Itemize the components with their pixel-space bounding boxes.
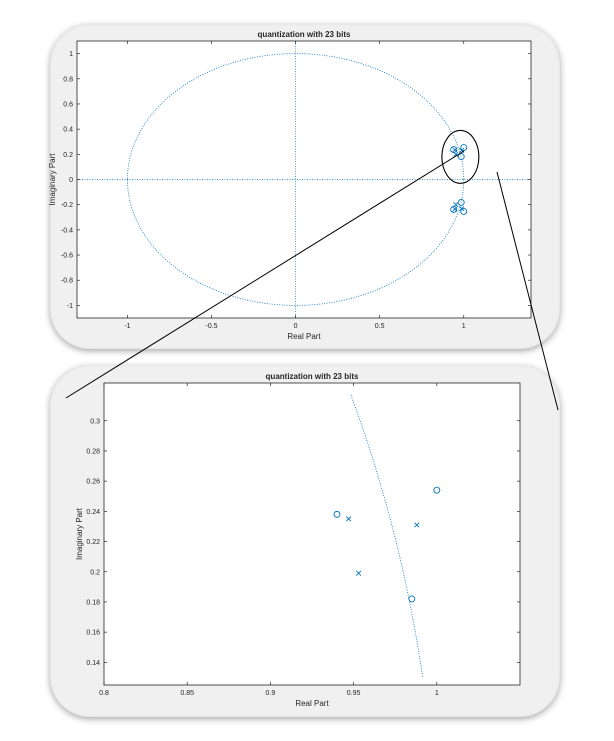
zero-marker (460, 144, 468, 151)
x-tick-label: 0.8 (99, 690, 109, 697)
y-tick-label: 0.4 (63, 127, 73, 134)
pole-marker (355, 570, 362, 576)
y-tick-label: 0.14 (86, 660, 100, 667)
y-tick-label: 1 (69, 51, 73, 58)
pole-marker (414, 522, 420, 528)
y-tick-label: 0.8 (63, 76, 73, 83)
y-tick-label: 0.16 (86, 630, 100, 637)
pole-marker (345, 516, 352, 522)
x-tick-label: 0.85 (180, 690, 194, 697)
chart-title: quantization with 23 bits (266, 372, 359, 381)
zero-marker (433, 486, 441, 494)
y-axis-label: Imaginary Part (48, 153, 57, 206)
unit-circle (350, 394, 423, 677)
y-tick-label: 0.2 (90, 569, 100, 576)
plot-area (103, 382, 521, 686)
x-tick-label: 0.95 (347, 690, 361, 697)
zero-marker (408, 595, 416, 603)
y-tick-label: 0.28 (86, 448, 100, 455)
x-axis-label: Real Part (295, 699, 329, 708)
y-tick-label: 0.18 (86, 599, 100, 606)
zero-marker (333, 510, 341, 518)
y-tick-label: 0.3 (90, 418, 100, 425)
chart-title: quantization with 23 bits (258, 30, 351, 39)
y-axis-label: Imaginary Part (75, 507, 84, 560)
x-tick-label: 1 (435, 690, 439, 697)
y-tick-label: 0.26 (86, 479, 100, 486)
y-tick-label: 0.6 (63, 101, 73, 108)
x-tick-label: 0.9 (266, 690, 276, 697)
y-tick-label: 0.24 (86, 509, 100, 516)
y-tick-label: 0.22 (86, 539, 100, 546)
